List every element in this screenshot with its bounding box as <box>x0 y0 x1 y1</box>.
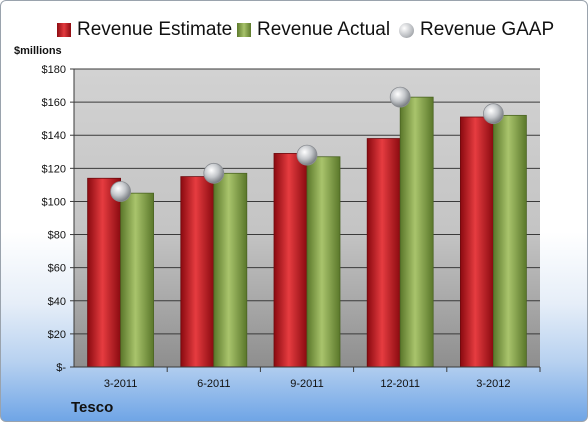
bar-revenue-actual <box>306 156 341 368</box>
gaap-markers <box>110 86 504 202</box>
bars <box>87 96 527 368</box>
legend-label-actual: Revenue Actual <box>257 19 391 40</box>
legend-swatch-actual <box>237 23 251 37</box>
x-tick-label: 3-2011 <box>104 378 137 390</box>
company-name: Tesco <box>71 399 114 416</box>
bar-revenue-actual <box>492 114 527 368</box>
marker-revenue-gaap <box>389 86 411 108</box>
bar-revenue-estimate <box>273 153 308 368</box>
axes: $- $20 $40 $60 $80 $100 $120 $140 $160 $180 3-2011… <box>42 64 541 390</box>
bar-revenue-estimate <box>180 176 215 368</box>
y-tick-label: $100 <box>42 196 66 208</box>
marker-revenue-gaap <box>296 144 318 166</box>
x-tick-label: 12-2011 <box>380 378 420 390</box>
marker-revenue-gaap <box>110 181 131 202</box>
bar-revenue-actual <box>213 172 248 368</box>
y-tick-label: $40 <box>48 296 66 308</box>
y-tick-label: $- <box>56 362 66 374</box>
legend-label-gaap: Revenue GAAP <box>420 19 555 40</box>
x-tick-label: 3-2012 <box>476 378 510 390</box>
y-tick-label: $180 <box>42 64 66 76</box>
legend-item-gaap: Revenue GAAP <box>399 16 554 44</box>
bar-revenue-actual <box>399 96 434 368</box>
y-tick-label: $80 <box>48 230 66 242</box>
y-tick-label: $20 <box>48 329 66 341</box>
legend-item-actual: Revenue Actual <box>237 16 390 44</box>
bar-revenue-estimate <box>459 116 494 368</box>
y-axis-label: $millions <box>14 45 62 57</box>
legend: Revenue Estimate Revenue Actual Revenue … <box>1 16 587 44</box>
x-tick-label: 6-2011 <box>197 378 230 390</box>
y-tick-label: $160 <box>42 97 66 109</box>
bar-revenue-estimate <box>87 177 121 368</box>
legend-marker-gaap <box>399 22 414 38</box>
legend-item-estimate: Revenue Estimate <box>57 16 232 44</box>
x-tick-label: 9-2011 <box>290 378 323 390</box>
legend-swatch-estimate <box>57 23 71 37</box>
y-tick-label: $60 <box>48 263 66 275</box>
marker-revenue-gaap <box>482 103 504 125</box>
legend-label-estimate: Revenue Estimate <box>77 19 233 40</box>
y-tick-label: $140 <box>42 130 66 142</box>
marker-revenue-gaap <box>203 162 225 184</box>
y-tick-label: $120 <box>42 163 66 175</box>
bar-revenue-estimate <box>366 138 401 368</box>
bar-revenue-actual <box>120 192 154 368</box>
